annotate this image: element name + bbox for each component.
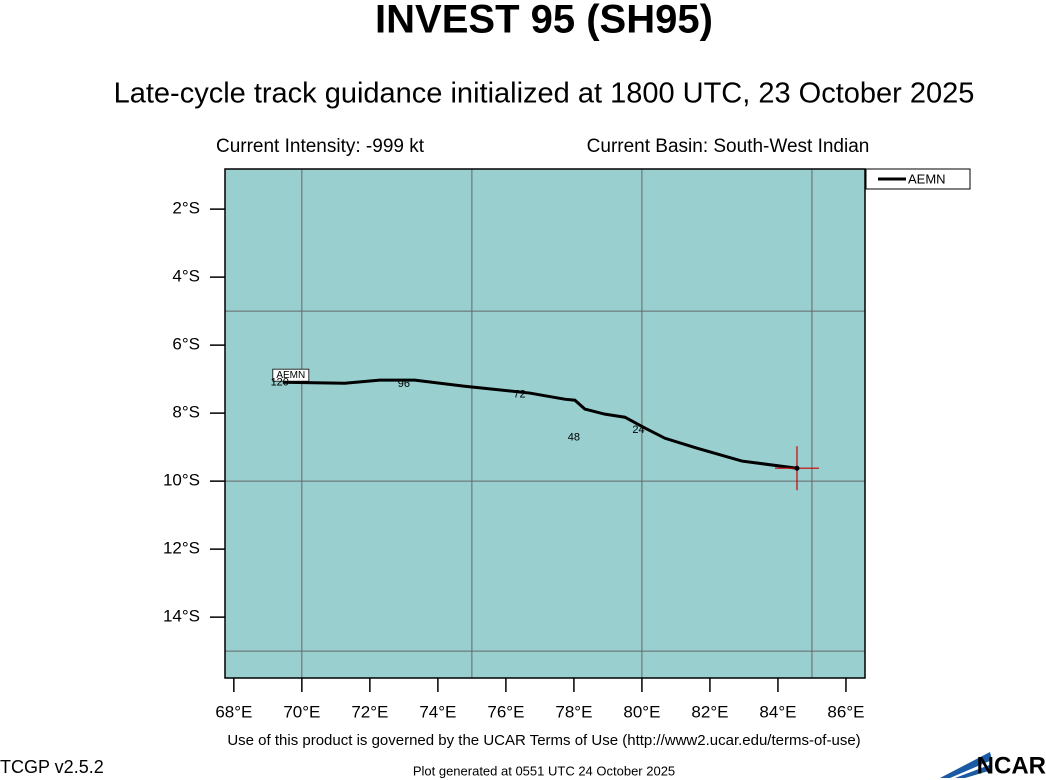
x-tick-label: 84°E: [759, 702, 796, 721]
forecast-hour: 24: [632, 424, 644, 436]
y-tick-label: 14°S: [163, 607, 200, 626]
logo: NCAR: [977, 752, 1046, 779]
plot-area: [225, 169, 865, 678]
intensity: Current Intensity: -999 kt: [216, 136, 425, 157]
x-tick-label: 68°E: [215, 702, 252, 721]
plot-frame: [224, 168, 866, 679]
forecast-hour: 72: [513, 388, 525, 400]
generated: Plot generated at 0551 UTC 24 October 20…: [413, 763, 675, 778]
y-tick-label: 4°S: [172, 267, 200, 286]
basin: Current Basin: South-West Indian: [587, 136, 870, 157]
y-tick-label: 12°S: [163, 539, 200, 558]
current-dot: [794, 465, 800, 471]
chart-subtitle: Late-cycle track guidance initialized at…: [114, 78, 975, 110]
y-tick-label: 2°S: [172, 199, 200, 218]
logo-mark: [940, 752, 992, 778]
track-name-box: [272, 368, 310, 382]
track-name: AEMN: [276, 370, 305, 381]
version: TCGP v2.5.2: [0, 757, 104, 777]
x-tick-label: 80°E: [623, 702, 660, 721]
forecast-hour: 120: [271, 376, 289, 388]
terms: Use of this product is governed by the U…: [227, 732, 860, 749]
y-tick-label: 10°S: [163, 471, 200, 490]
x-tick-label: 78°E: [555, 702, 592, 721]
x-tick-label: 72°E: [351, 702, 388, 721]
forecast-hour: 48: [568, 432, 580, 444]
x-tick-label: 70°E: [283, 702, 320, 721]
legend: [865, 168, 971, 190]
track-line: [282, 378, 798, 470]
x-tick-label: 74°E: [419, 702, 456, 721]
x-tick-label: 82°E: [691, 702, 728, 721]
forecast-hour: 96: [398, 378, 410, 390]
y-tick-label: 8°S: [172, 403, 200, 422]
legend-label: AEMN: [908, 171, 946, 186]
y-tick-label: 6°S: [172, 335, 200, 354]
x-tick-label: 76°E: [487, 702, 524, 721]
chart-title: INVEST 95 (SH95): [375, 0, 713, 42]
x-tick-label: 86°E: [827, 702, 864, 721]
